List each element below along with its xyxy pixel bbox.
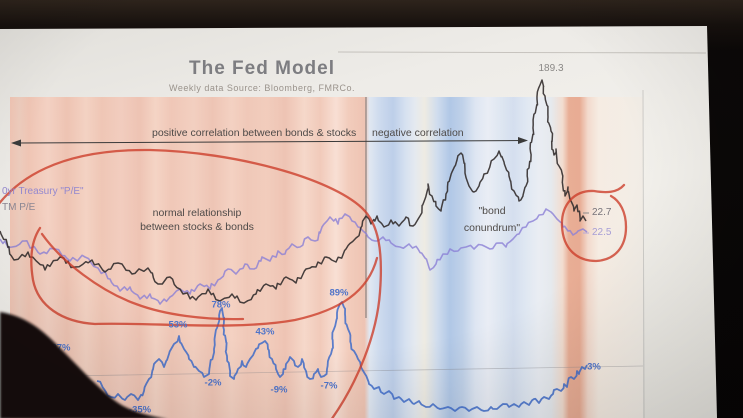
correlation-point-label: 89% [329, 287, 349, 299]
red-oval-inner-stroke [40, 232, 245, 321]
correlation-point-label: -7% [320, 380, 338, 392]
treasury-end-value: 22.5 [592, 227, 612, 238]
treasury-series-label: 0yr Treasury "P/E" [2, 186, 84, 197]
stock-pe-line [0, 79, 587, 304]
slide-box-top-border [337, 51, 707, 54]
normal-relationship-line2: between stocks & bonds [140, 221, 254, 233]
correlation-point-label: 27% [51, 342, 71, 354]
ltm-series-label: TM P/E [2, 202, 36, 213]
bond-conundrum-line1: "bond [478, 205, 506, 217]
correlation-line [96, 301, 588, 412]
correlation-point-label: 78% [211, 299, 231, 311]
chart-subtitle: Weekly data Source: Bloomberg, FMRCo. [169, 83, 355, 93]
arrowhead-right-icon [518, 137, 528, 144]
audience-head-silhouette [0, 312, 162, 418]
correlation-span-arrow [16, 140, 523, 144]
red-oval-top-right-stroke [0, 148, 383, 418]
page-title: The Fed Model [189, 58, 335, 79]
correlation-point-label: -2% [204, 377, 222, 389]
normal-relationship-line1: normal relationship [152, 207, 242, 219]
correlation-point-label: -35% [128, 404, 152, 416]
red-oval-bottom-left-stroke [30, 226, 379, 327]
plot-right-border [642, 89, 645, 418]
treasury-pe-line [0, 208, 588, 305]
correlation-point-label: 53% [168, 319, 188, 331]
red-circle-end-values [560, 183, 628, 263]
stock-end-value: 22.7 [592, 207, 612, 218]
positive-correlation-label: positive correlation between bonds & sto… [152, 127, 357, 139]
correlation-point-label: 3% [587, 361, 601, 373]
correlation-point-label: 43% [255, 326, 275, 338]
bond-conundrum-line2: conundrum" [463, 222, 521, 234]
peak-value-label: 189.3 [538, 63, 564, 74]
correlation-point-label: -9% [270, 384, 288, 396]
negative-correlation-label: negative correlation [372, 127, 464, 139]
arrowhead-left-icon [11, 139, 21, 147]
